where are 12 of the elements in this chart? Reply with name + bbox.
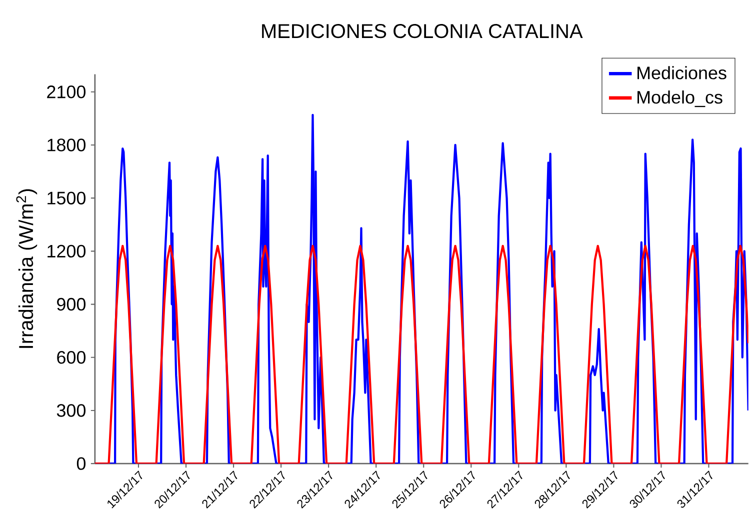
y-tick-label: 600 bbox=[57, 351, 86, 364]
y-tick-label: 1200 bbox=[48, 245, 86, 258]
chart-title: MEDICIONES COLONIA CATALINA bbox=[262, 24, 583, 38]
y-axis-title: Irradiancia (W/m$^{2}$) bbox=[16, 190, 38, 348]
y-tick-label: 2100 bbox=[47, 86, 86, 98]
legend-label: Modelo_cs bbox=[638, 90, 722, 108]
y-tick-label: 0 bbox=[76, 457, 86, 470]
y-tick-label: 900 bbox=[57, 298, 86, 311]
legend-label: Mediciones bbox=[638, 66, 726, 80]
y-tick-label: 1500 bbox=[48, 192, 86, 205]
y-tick-label: 300 bbox=[56, 404, 86, 418]
y-tick-label: 1800 bbox=[48, 138, 86, 152]
